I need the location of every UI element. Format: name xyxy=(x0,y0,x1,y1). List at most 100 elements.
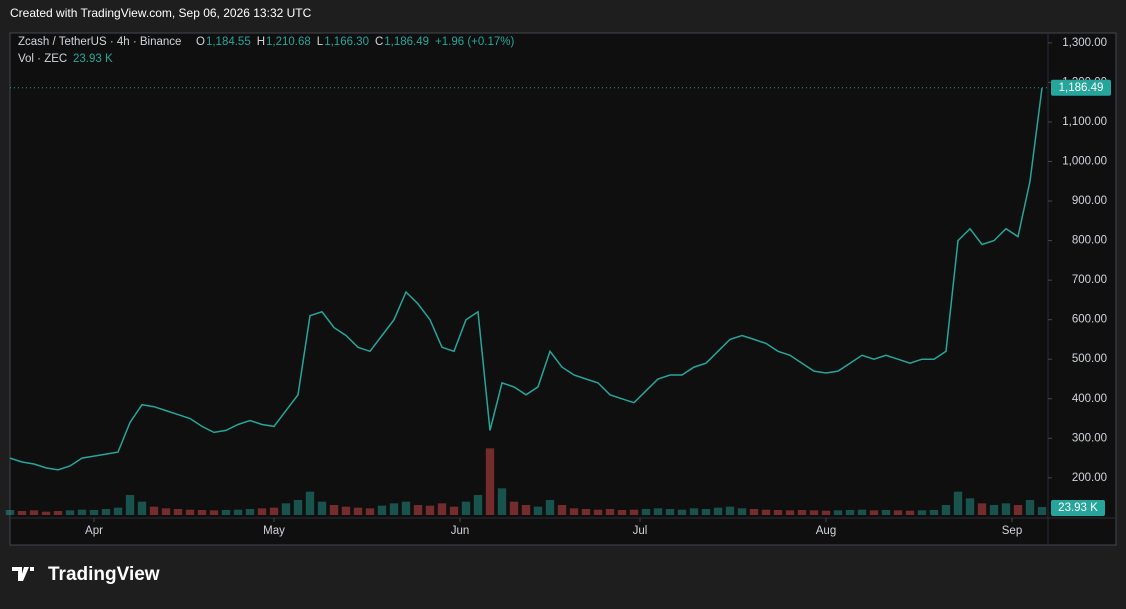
volume-bar xyxy=(1025,500,1035,515)
volume-bar xyxy=(989,505,999,515)
volume-bar xyxy=(893,510,903,515)
volume-bar xyxy=(197,510,207,515)
volume-bar xyxy=(5,510,15,515)
volume-bar xyxy=(221,510,231,515)
x-tick-label: Jun xyxy=(451,525,470,537)
volume-bar xyxy=(809,510,819,515)
volume-bar xyxy=(665,509,675,515)
volume-bar xyxy=(737,508,747,515)
y-tick-label: 700.00 xyxy=(1072,274,1107,286)
volume-bar xyxy=(269,507,279,515)
volume-bar xyxy=(785,510,795,515)
ohlc-key: H xyxy=(257,36,265,48)
chart-title: Zcash / TetherUS · 4h · Binance xyxy=(18,36,181,48)
volume-bar xyxy=(1037,507,1047,515)
volume-bar xyxy=(413,505,423,515)
x-tick-label: Sep xyxy=(1002,525,1022,537)
ohlc-value: 1,186.49 xyxy=(384,36,429,48)
volume-bar xyxy=(545,500,555,515)
ohlc-key: L xyxy=(317,36,324,48)
volume-bar xyxy=(29,510,39,515)
y-tick-label: 1,100.00 xyxy=(1062,116,1107,128)
volume-bar xyxy=(725,506,735,515)
ohlc-value: 1,184.55 xyxy=(206,36,251,48)
y-tick-label: 800.00 xyxy=(1072,235,1107,247)
volume-bar xyxy=(209,510,219,515)
volume-bar xyxy=(833,510,843,515)
logo-text: TradingView xyxy=(48,564,160,585)
y-tick-label: 300.00 xyxy=(1072,432,1107,444)
volume-bar xyxy=(53,511,63,515)
volume-bar xyxy=(425,505,435,515)
volume-bar xyxy=(101,509,111,515)
change: +1.96 (+0.17%) xyxy=(435,36,514,48)
volume-bar xyxy=(461,501,471,515)
volume-bar xyxy=(917,510,927,515)
ohlc-key: O xyxy=(196,36,205,48)
y-tick-label: 600.00 xyxy=(1072,314,1107,326)
last-price-label: 1,186.49 xyxy=(1059,82,1104,94)
y-tick-label: 900.00 xyxy=(1072,195,1107,207)
volume-bar xyxy=(317,501,327,515)
y-tick-label: 400.00 xyxy=(1072,393,1107,405)
volume-bar xyxy=(881,510,891,515)
volume-bar xyxy=(569,508,579,515)
volume-bar xyxy=(749,509,759,515)
volume-bar xyxy=(437,503,447,515)
volume-bar xyxy=(689,508,699,515)
y-tick-label: 1,300.00 xyxy=(1062,37,1107,49)
volume-bar xyxy=(953,491,963,515)
volume-bar xyxy=(17,511,27,515)
volume-bar xyxy=(389,503,399,515)
volume-value: 23.93 K xyxy=(73,53,113,65)
volume-bar xyxy=(605,509,615,515)
x-tick-label: Jul xyxy=(633,525,648,537)
x-tick-label: Apr xyxy=(85,525,103,537)
volume-bar xyxy=(629,509,639,515)
volume-bar xyxy=(293,500,303,515)
x-tick-label: Aug xyxy=(816,525,836,537)
volume-bar xyxy=(857,509,867,515)
volume-bar xyxy=(125,495,135,515)
volume-bar xyxy=(173,509,183,515)
volume-bar xyxy=(281,503,291,515)
volume-bar xyxy=(497,488,507,515)
volume-bar xyxy=(305,491,315,515)
ohlc-value: 1,210.68 xyxy=(266,36,311,48)
volume-bar xyxy=(821,510,831,515)
volume-bar xyxy=(905,510,915,515)
ohlc-key: C xyxy=(375,36,383,48)
chart-frame xyxy=(9,32,1117,546)
volume-bar xyxy=(521,505,531,515)
volume-bar xyxy=(161,508,171,515)
volume-bar xyxy=(509,501,519,515)
volume-bar xyxy=(89,510,99,515)
volume-bar xyxy=(557,505,567,515)
volume-bar xyxy=(797,510,807,515)
volume-bar xyxy=(965,498,975,515)
y-tick-label: 500.00 xyxy=(1072,353,1107,365)
volume-bar xyxy=(233,509,243,515)
volume-bar xyxy=(65,510,75,515)
volume-bar xyxy=(941,505,951,515)
volume-bar xyxy=(653,508,663,515)
volume-bar xyxy=(353,507,363,515)
volume-bar xyxy=(533,506,543,515)
volume-bar xyxy=(1001,503,1011,515)
x-tick-label: May xyxy=(263,525,285,537)
volume-bar xyxy=(185,509,195,515)
volume-label: 23.93 K xyxy=(1058,502,1098,514)
y-tick-label: 1,000.00 xyxy=(1062,156,1107,168)
last-price-box xyxy=(1051,79,1111,96)
volume-bar xyxy=(773,510,783,515)
volume-bar xyxy=(869,510,879,515)
volume-bar xyxy=(617,510,627,515)
volume-bar xyxy=(449,506,459,515)
y-tick-label: 200.00 xyxy=(1072,472,1107,484)
volume-bar xyxy=(485,448,495,515)
volume-box xyxy=(1051,500,1105,516)
volume-title: Vol · ZEC xyxy=(18,53,67,65)
volume-bar xyxy=(473,495,483,515)
volume-bar xyxy=(113,507,123,515)
